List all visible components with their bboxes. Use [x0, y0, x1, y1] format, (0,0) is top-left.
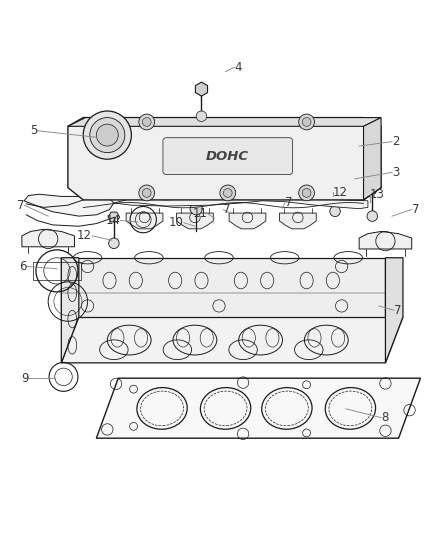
Text: 7: 7	[394, 304, 402, 317]
Polygon shape	[364, 118, 381, 200]
Polygon shape	[24, 194, 114, 216]
Circle shape	[299, 114, 314, 130]
Circle shape	[367, 211, 378, 221]
Circle shape	[139, 114, 155, 130]
Polygon shape	[279, 213, 316, 229]
Polygon shape	[359, 231, 412, 249]
Circle shape	[302, 118, 311, 126]
Polygon shape	[177, 213, 213, 229]
Polygon shape	[126, 213, 163, 229]
Text: 12: 12	[77, 229, 92, 243]
Circle shape	[139, 185, 155, 201]
Polygon shape	[96, 378, 420, 438]
Text: 9: 9	[21, 372, 28, 385]
FancyBboxPatch shape	[163, 138, 293, 174]
Polygon shape	[68, 118, 381, 126]
Polygon shape	[108, 212, 120, 222]
Text: 3: 3	[392, 166, 399, 179]
Polygon shape	[61, 258, 385, 317]
Text: 7: 7	[285, 197, 292, 209]
Polygon shape	[61, 317, 403, 363]
Text: 8: 8	[381, 411, 389, 424]
Circle shape	[90, 118, 125, 152]
Polygon shape	[61, 258, 79, 363]
Polygon shape	[385, 258, 403, 363]
Circle shape	[142, 118, 151, 126]
Text: 14: 14	[106, 214, 120, 227]
Circle shape	[299, 185, 314, 201]
Polygon shape	[329, 180, 341, 190]
Text: 7: 7	[412, 203, 419, 216]
Polygon shape	[229, 213, 266, 229]
Circle shape	[190, 203, 202, 215]
Circle shape	[96, 124, 118, 146]
Text: DOHC: DOHC	[206, 150, 249, 163]
Circle shape	[142, 189, 151, 197]
Circle shape	[302, 189, 311, 197]
Circle shape	[196, 111, 207, 122]
Text: 11: 11	[193, 207, 208, 221]
Polygon shape	[22, 229, 74, 247]
Circle shape	[109, 238, 119, 248]
Circle shape	[330, 206, 340, 216]
Polygon shape	[367, 183, 378, 193]
Text: 7: 7	[223, 203, 231, 216]
Text: 6: 6	[19, 260, 26, 273]
Text: 4: 4	[234, 61, 242, 74]
Text: 2: 2	[392, 135, 399, 148]
Circle shape	[220, 185, 236, 201]
Text: 13: 13	[370, 188, 385, 201]
Polygon shape	[114, 196, 368, 209]
Text: 5: 5	[30, 124, 37, 137]
Text: 12: 12	[333, 185, 348, 198]
Text: 10: 10	[169, 216, 184, 229]
Text: 7: 7	[17, 199, 24, 212]
Polygon shape	[195, 82, 208, 96]
Polygon shape	[68, 118, 381, 200]
Circle shape	[223, 189, 232, 197]
Circle shape	[83, 111, 131, 159]
